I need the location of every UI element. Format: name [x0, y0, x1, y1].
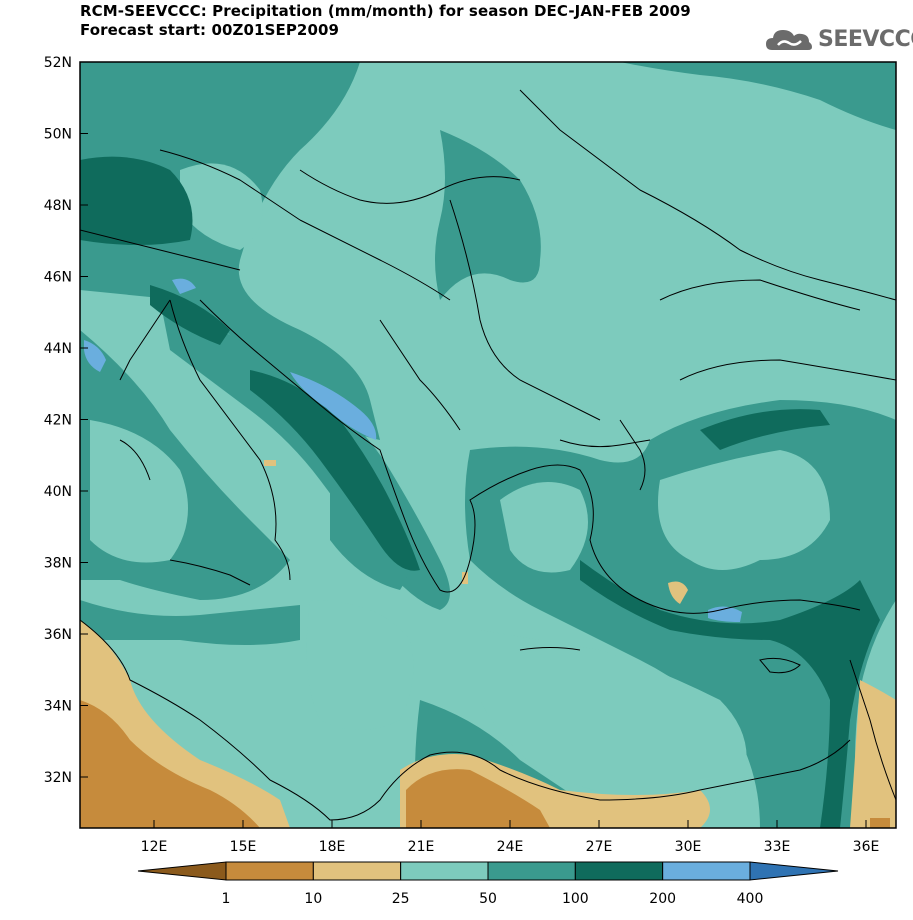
coastlines-borders: [80, 89, 896, 821]
colorbar-label: 25: [392, 891, 410, 907]
lon-label: 24E: [497, 839, 524, 855]
colorbar-label: 400: [737, 891, 764, 907]
colorbar-segment: [487, 861, 576, 881]
colorbar-label: 10: [304, 891, 322, 907]
lat-label: 50N: [44, 127, 72, 143]
colorbar-label: 1: [222, 891, 231, 907]
band-10-25: [80, 700, 890, 828]
lon-label: 33E: [764, 839, 791, 855]
colorbar-segment: [749, 861, 839, 881]
lat-label: 46N: [44, 270, 72, 286]
map-fields: [80, 62, 896, 828]
colorbar-segment: [662, 861, 751, 881]
colorbar: 1 10 25 50 100 200 400: [137, 861, 839, 907]
lat-label: 36N: [44, 627, 72, 643]
lon-label: 27E: [586, 839, 613, 855]
lon-label: 18E: [319, 839, 346, 855]
lon-label: 12E: [141, 839, 168, 855]
map-title: RCM-SEEVCCC: Precipitation (mm/month) fo…: [80, 2, 691, 20]
lat-label: 52N: [44, 55, 72, 71]
colorbar-segment: [225, 861, 314, 881]
colorbar-label: 100: [562, 891, 589, 907]
longitude-axis: 12E 15E 18E 21E 24E 27E 30E 33E 36E: [141, 820, 880, 855]
colorbar-segment: [137, 861, 227, 881]
lat-label: 34N: [44, 699, 72, 715]
colorbar-label: 50: [479, 891, 497, 907]
band-50-100-patches: [90, 163, 830, 804]
lon-label: 15E: [230, 839, 257, 855]
map-frame: [79, 61, 897, 829]
lat-label: 32N: [44, 770, 72, 786]
seevccc-logo: SEEVCCC: [764, 22, 913, 56]
lat-label: 42N: [44, 413, 72, 429]
lon-label: 21E: [408, 839, 435, 855]
lat-label: 40N: [44, 484, 72, 500]
lat-label: 48N: [44, 198, 72, 214]
cloud-icon: [766, 30, 812, 50]
lat-label: 38N: [44, 556, 72, 572]
lon-label: 36E: [853, 839, 880, 855]
lat-label: 44N: [44, 341, 72, 357]
latitude-axis: 52N 50N 48N 46N 44N 42N 40N 38N 36N 34N 32N: [44, 55, 88, 786]
forecast-start: Forecast start: 00Z01SEP2009: [80, 21, 340, 39]
lon-label: 30E: [675, 839, 702, 855]
colorbar-segment: [574, 861, 664, 881]
colorbar-label: 200: [649, 891, 676, 907]
colorbar-segment: [312, 861, 402, 881]
colorbar-segment: [400, 861, 489, 881]
logo-text: SEEVCCC: [818, 26, 913, 52]
